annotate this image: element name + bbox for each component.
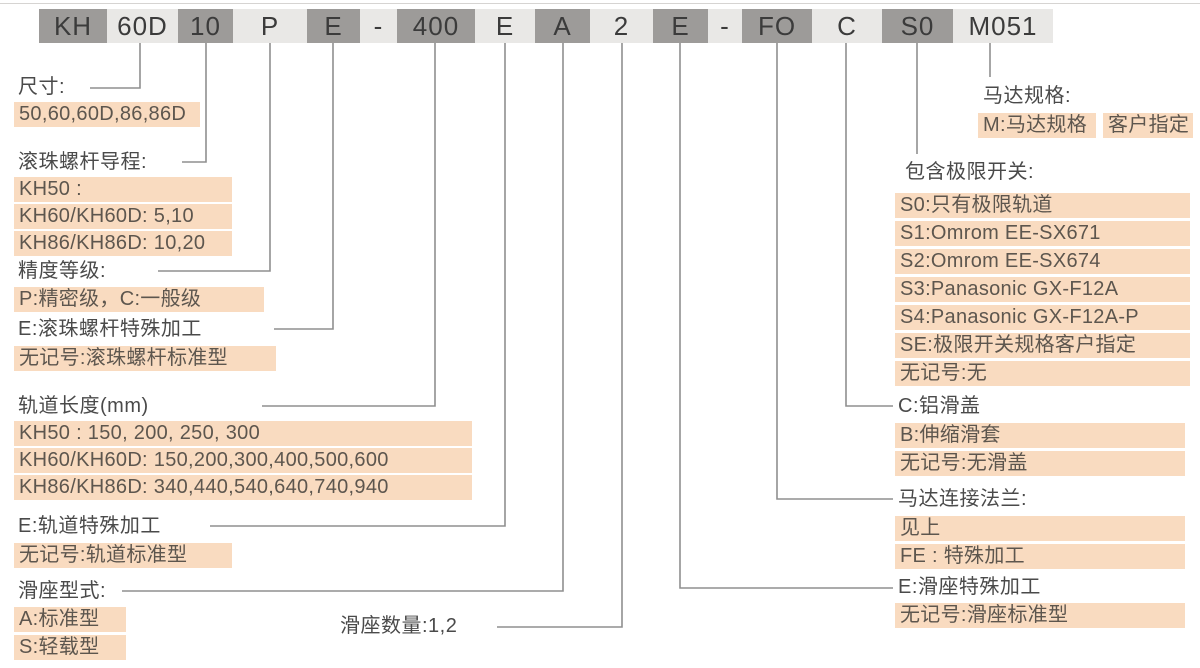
row-raillength-kh60: KH60/KH60D: 150,200,300,400,500,600 xyxy=(14,448,472,473)
row-motor-spec-m: M:马达规格 xyxy=(978,113,1096,138)
row-flange-see-above: 见上 xyxy=(895,516,1185,541)
code-segment-dash-1: - xyxy=(373,11,384,41)
line-400-raillength xyxy=(262,43,436,407)
label-size-title: 尺寸: xyxy=(18,76,66,98)
code-segment-60d: 60D xyxy=(117,11,168,41)
label-limit-switch-title: 包含极限开关: xyxy=(905,161,1035,183)
code-segment-10: 10 xyxy=(178,9,233,43)
code-segment-m051: M051 xyxy=(968,11,1038,41)
code-segment-400: 400 xyxy=(397,9,475,43)
row-size-values: 50,60,60D,86,86D xyxy=(14,102,200,127)
label-rail-special: E:轨道特殊加工 xyxy=(18,515,161,537)
row-raillength-kh50: KH50 : 150, 200, 250, 300 xyxy=(14,421,472,446)
row-switch-s2: S2:Omrom EE-SX674 xyxy=(895,249,1190,274)
label-slider-type-title: 滑座型式: xyxy=(18,580,107,602)
row-accuracy-grades: P:精密级，C:一般级 xyxy=(14,287,264,312)
label-accuracy-title: 精度等级: xyxy=(18,260,107,282)
line-a-slidertype xyxy=(122,43,564,592)
label-ballscrew-lead-title: 滚珠螺杆导程: xyxy=(18,151,148,173)
row-lead-kh86: KH86/KH86D: 10,20 xyxy=(14,231,232,256)
label-motor-spec-title: 马达规格: xyxy=(983,85,1072,107)
code-segment-fo: FO xyxy=(742,9,812,43)
line-e-ballscrew xyxy=(274,43,334,330)
row-switch-se: SE:极限开关规格客户指定 xyxy=(895,333,1190,358)
row-slider-type-a: A:标准型 xyxy=(14,607,126,632)
row-motor-spec-custom: 客户指定 xyxy=(1103,113,1193,138)
row-switch-s3: S3:Panasonic GX-F12A xyxy=(895,277,1190,302)
label-rail-length-title: 轨道长度(mm) xyxy=(18,395,149,417)
code-segment-c: C xyxy=(837,11,857,41)
row-slider-standard: 无记号:滑座标准型 xyxy=(895,603,1185,628)
row-switch-s0: S0:只有极限轨道 xyxy=(895,193,1190,218)
code-segment-p: P xyxy=(260,11,280,41)
line-e-slider xyxy=(679,43,893,589)
row-switch-none: 无记号:无 xyxy=(895,361,1190,386)
line-c-cover xyxy=(845,43,893,407)
row-cover-b: B:伸缩滑套 xyxy=(895,423,1185,448)
code-segment-e-slider: E xyxy=(653,9,708,43)
line-60d-size xyxy=(90,43,141,89)
label-slider-special: E:滑座特殊加工 xyxy=(898,576,1041,598)
label-ballscrew-special: E:滚珠螺杆特殊加工 xyxy=(18,318,202,340)
label-motor-flange-title: 马达连接法兰: xyxy=(898,488,1028,510)
line-2-sliderqty xyxy=(497,43,623,628)
row-lead-kh60: KH60/KH60D: 5,10 xyxy=(14,204,232,229)
line-e-rail xyxy=(210,43,506,527)
code-segment-e-rail: E xyxy=(495,11,515,41)
line-fo-flange xyxy=(776,43,893,500)
row-rail-standard: 无记号:轨道标准型 xyxy=(14,543,232,568)
code-segment-kh: KH xyxy=(39,9,107,43)
row-lead-kh50: KH50 : xyxy=(14,177,232,202)
row-raillength-kh86: KH86/KH86D: 340,440,540,640,740,940 xyxy=(14,475,472,500)
line-10-lead xyxy=(182,43,207,163)
code-segment-dash-2: - xyxy=(720,11,730,41)
code-segment-a: A xyxy=(535,9,590,43)
row-switch-s1: S1:Omrom EE-SX671 xyxy=(895,221,1190,246)
page-top-divider xyxy=(0,3,1200,4)
row-switch-s4: S4:Panasonic GX-F12A-P xyxy=(895,305,1190,330)
line-p-accuracy xyxy=(158,43,271,272)
row-cover-none: 无记号:无滑盖 xyxy=(895,451,1185,476)
row-slider-type-s: S:轻载型 xyxy=(14,635,126,660)
row-flange-fe: FE : 特殊加工 xyxy=(895,544,1185,569)
code-segment-2: 2 xyxy=(613,11,630,41)
label-slider-quantity: 滑座数量:1,2 xyxy=(340,615,458,637)
label-cover-c: C:铝滑盖 xyxy=(898,395,981,417)
code-segment-s0: S0 xyxy=(882,9,953,43)
code-segment-e-ballscrew: E xyxy=(307,9,360,43)
row-ballscrew-standard: 无记号:滚珠螺杆标准型 xyxy=(14,346,276,371)
